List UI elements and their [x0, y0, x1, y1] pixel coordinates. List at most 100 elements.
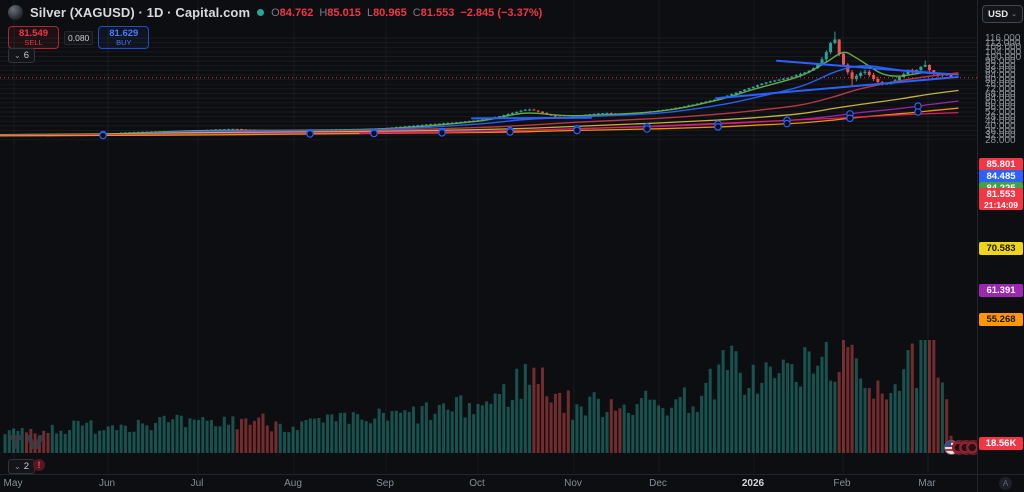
trendline-ascending-support[interactable]: [715, 76, 959, 100]
ma-blue: [0, 65, 959, 136]
candle-body: [799, 73, 802, 76]
time-tick-Nov: Nov: [564, 478, 582, 489]
chevron-down-icon: ⌄: [14, 51, 21, 60]
volume-bar: [184, 427, 188, 453]
price-tick: 36.000: [985, 126, 1016, 137]
candle-body: [450, 122, 454, 124]
volume-bar: [472, 414, 476, 453]
volume-bar: [420, 406, 424, 453]
volume-bar: [115, 430, 119, 453]
sell-button[interactable]: 81.549 SELL: [8, 26, 59, 49]
marker-circle[interactable]: [506, 128, 514, 136]
candle-body: [803, 72, 807, 74]
candle-body: [506, 114, 510, 116]
volume-bar: [485, 401, 489, 453]
volume-bar: [880, 393, 884, 453]
volume-bar: [532, 367, 536, 453]
volume-bar: [442, 403, 446, 453]
volume-bar: [515, 368, 519, 453]
volume-bar: [502, 384, 506, 453]
marker-circle[interactable]: [783, 119, 791, 128]
marker-circle[interactable]: [438, 129, 446, 137]
collapsed-panes-toggle-bottom[interactable]: ⌄ 2: [8, 459, 35, 474]
price-tick: 88.000: [985, 65, 1016, 76]
candle-body: [923, 64, 927, 67]
volume-bar: [859, 378, 863, 453]
volume-bar: [493, 393, 497, 453]
volume-bar: [278, 423, 282, 453]
volume-bar: [291, 426, 295, 453]
alert-icon[interactable]: !: [33, 459, 45, 471]
volume-bar: [119, 424, 123, 453]
volume-bar: [837, 371, 841, 453]
chevron-down-icon: ⌄: [1011, 11, 1017, 18]
volume-bar: [816, 365, 820, 453]
volume-bar: [803, 347, 807, 453]
marker-circle[interactable]: [914, 108, 922, 116]
price-tick: 92.000: [985, 61, 1016, 72]
candle-body: [928, 64, 931, 71]
volume-bar: [609, 399, 613, 453]
volume-bar: [592, 392, 596, 453]
volume-bar: [915, 387, 919, 453]
candle-body: [412, 125, 415, 127]
volume-bar: [519, 398, 523, 453]
currency-dropdown[interactable]: USD ⌄: [982, 5, 1023, 23]
price-tick: 56.000: [985, 102, 1016, 113]
volume-bar: [657, 405, 661, 453]
volume-bar: [149, 430, 153, 453]
buy-button[interactable]: 81.629 BUY: [98, 26, 150, 49]
volume-bar: [162, 415, 166, 453]
price-tick: 48.000: [985, 112, 1016, 123]
time-axis[interactable]: May Jun Jul Aug Sep Oct Nov Dec 2026 Feb Mar: [0, 474, 977, 492]
marker-circle[interactable]: [643, 125, 651, 133]
volume-bar: [665, 415, 669, 453]
volume-bar: [829, 380, 833, 453]
trendline-support-oct[interactable]: [471, 116, 592, 120]
volume-bar: [627, 412, 630, 453]
volume-bar: [528, 384, 532, 453]
candle-body: [949, 74, 953, 78]
volume-bar: [713, 399, 716, 453]
volume-bar: [691, 406, 695, 453]
price-tick: 40.000: [985, 121, 1016, 132]
volume-bar: [111, 425, 114, 453]
marker-circle[interactable]: [573, 126, 581, 135]
volume-bar: [906, 350, 910, 453]
volume-bar: [373, 418, 377, 453]
volume-bar: [93, 433, 97, 453]
volume-bar: [287, 432, 291, 453]
volume-bar: [807, 351, 811, 453]
volume-bar: [751, 364, 755, 453]
axis-corner: A: [977, 474, 1024, 492]
volume-bar: [678, 397, 682, 453]
candle-body: [480, 119, 484, 121]
volume-bar: [326, 414, 329, 453]
volume-bar: [98, 430, 102, 453]
volume-bar: [846, 347, 850, 453]
collapsed-indicators-toggle-top[interactable]: ⌄ 6: [8, 48, 35, 63]
time-tick-Dec: Dec: [649, 478, 667, 489]
volume-bar: [240, 418, 243, 453]
auto-scale-badge[interactable]: A: [999, 477, 1012, 490]
collapsed-count-bottom: 2: [23, 461, 29, 472]
marker-circle[interactable]: [99, 131, 107, 140]
symbol-title[interactable]: Silver (XAGUSD) · 1D · Capital.com: [30, 5, 251, 20]
marker-circle[interactable]: [306, 130, 314, 138]
spread-value: 0.080: [64, 30, 94, 45]
marker-circle[interactable]: [846, 114, 854, 123]
volume-bar: [614, 410, 618, 453]
trendline-descending-resistance[interactable]: [776, 59, 952, 76]
volume-bar: [889, 393, 893, 453]
price-axis[interactable]: USD ⌄ 116.000 112.000 108.000 104.000 100.00…: [977, 0, 1024, 474]
volume-bar: [295, 430, 299, 453]
marker-circle[interactable]: [370, 129, 378, 138]
volume-series: [3, 340, 953, 453]
candle-body: [502, 115, 506, 117]
marker-circle[interactable]: [714, 123, 722, 131]
volume-bar: [261, 413, 265, 453]
volume-bar: [166, 422, 170, 453]
volume-bar: [313, 418, 317, 453]
volume-bar: [639, 398, 643, 453]
